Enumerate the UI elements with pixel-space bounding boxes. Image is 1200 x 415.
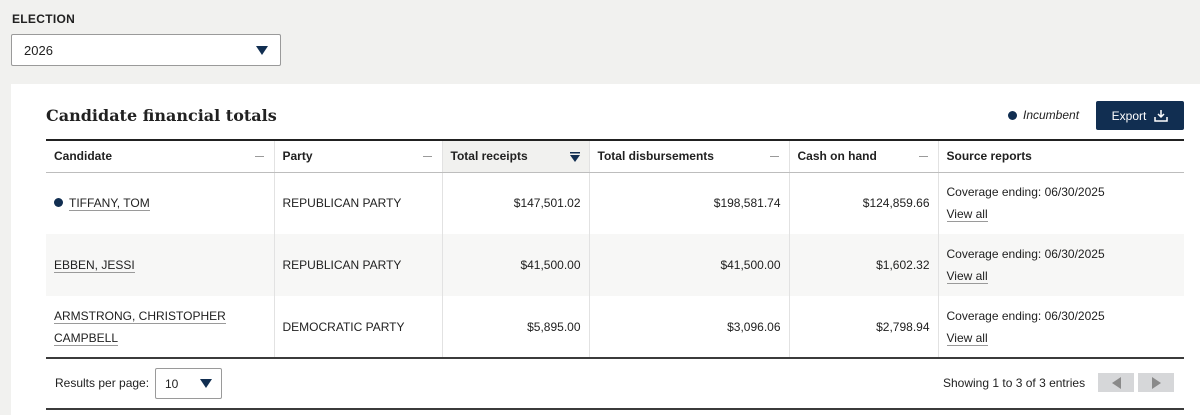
chevron-down-icon: [256, 45, 268, 55]
disbursements-cell: $41,500.00: [589, 234, 790, 296]
coverage-text: Coverage ending: 06/30/2025: [946, 247, 1105, 261]
coverage-text: Coverage ending: 06/30/2025: [946, 308, 1105, 323]
election-select-value: 2026: [24, 42, 53, 58]
arrow-left-icon: [1111, 376, 1121, 389]
table-row: ARMSTRONG, CHRISTOPHER CAMPBELL DEMOCRATI…: [46, 296, 1184, 358]
arrow-right-icon: [1151, 376, 1161, 389]
export-button[interactable]: Export: [1096, 101, 1184, 130]
view-all-link[interactable]: View all: [946, 207, 988, 223]
col-header-total-disbursements[interactable]: Total disbursements: [589, 140, 790, 173]
incumbent-dot-icon: [1008, 110, 1017, 120]
col-header-total-receipts[interactable]: Total receipts: [442, 140, 590, 173]
table-row: TIFFANY, TOM REPUBLICAN PARTY $147,501.0…: [46, 172, 1184, 234]
candidate-link[interactable]: ARMSTRONG, CHRISTOPHER: [54, 308, 226, 324]
col-header-label: Source reports: [946, 149, 1032, 164]
view-all-link[interactable]: View all: [946, 269, 988, 284]
sort-icon[interactable]: [254, 156, 264, 157]
cash-cell: $1,602.32: [789, 234, 939, 296]
coverage-text: Coverage ending: 06/30/2025: [946, 185, 1105, 200]
col-header-label: Total disbursements: [597, 149, 714, 164]
col-header-label: Total receipts: [450, 149, 528, 164]
election-select[interactable]: 2026: [11, 34, 281, 66]
col-header-candidate[interactable]: Candidate: [46, 140, 275, 173]
election-label: ELECTION: [12, 12, 76, 26]
export-button-label: Export: [1111, 108, 1147, 123]
sort-icon[interactable]: [422, 156, 432, 157]
previous-page-button[interactable]: [1098, 373, 1134, 392]
results-per-page-label: Results per page:: [55, 376, 150, 390]
cash-cell: $2,798.94: [789, 296, 939, 358]
col-header-label: Party: [282, 149, 313, 164]
col-header-source-reports: Source reports: [938, 140, 1184, 173]
sort-descending-icon[interactable]: [569, 152, 580, 162]
table-header-row: Candidate Party Total receipts Total dis…: [46, 140, 1184, 173]
party-cell: REPUBLICAN PARTY: [274, 234, 443, 296]
entries-summary: Showing 1 to 3 of 3 entries: [943, 376, 1086, 390]
col-header-label: Cash on hand: [797, 149, 877, 164]
table-row: EBBEN, JESSI REPUBLICAN PARTY $41,500.00…: [46, 234, 1184, 296]
sort-icon[interactable]: [769, 156, 779, 157]
cash-cell: $124,859.66: [789, 172, 939, 234]
download-icon: [1154, 110, 1169, 122]
receipts-cell: $41,500.00: [442, 234, 590, 296]
candidate-totals-panel: Candidate financial totals Incumbent Exp…: [11, 84, 1200, 415]
view-all-link[interactable]: View all: [946, 330, 988, 346]
candidate-totals-table: Candidate Party Total receipts Total dis…: [46, 139, 1184, 359]
results-per-page-select[interactable]: 10: [155, 368, 222, 399]
party-cell: DEMOCRATIC PARTY: [274, 296, 443, 358]
col-header-party[interactable]: Party: [274, 140, 443, 173]
receipts-cell: $5,895.00: [442, 296, 590, 358]
candidate-link[interactable]: EBBEN, JESSI: [54, 258, 135, 273]
incumbent-legend: Incumbent: [1008, 108, 1079, 122]
incumbent-dot-icon: [54, 198, 63, 208]
col-header-label: Candidate: [54, 149, 113, 164]
candidate-link-continued[interactable]: CAMPBELL: [54, 330, 119, 346]
sort-icon[interactable]: [918, 156, 928, 157]
next-page-button[interactable]: [1138, 373, 1174, 392]
disbursements-cell: $198,581.74: [589, 172, 790, 234]
candidate-link[interactable]: TIFFANY, TOM: [69, 196, 150, 212]
panel-title: Candidate financial totals: [46, 106, 277, 125]
party-cell: REPUBLICAN PARTY: [274, 172, 443, 234]
col-header-cash-on-hand[interactable]: Cash on hand: [789, 140, 939, 173]
chevron-down-icon: [200, 379, 212, 388]
incumbent-legend-label: Incumbent: [1023, 108, 1080, 122]
disbursements-cell: $3,096.06: [589, 296, 790, 358]
results-per-page-value: 10: [165, 376, 179, 391]
table-footer: Results per page: 10 Showing 1 to 3 of 3…: [46, 358, 1184, 410]
receipts-cell: $147,501.02: [442, 172, 590, 234]
